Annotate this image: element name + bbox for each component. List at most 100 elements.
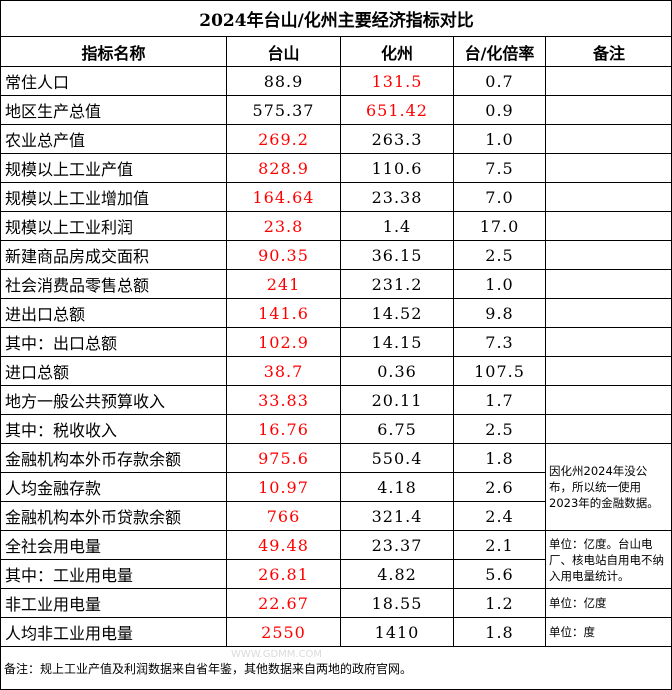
indicator-name: 进出口总额 <box>1 298 227 328</box>
taishan-value: 22.67 <box>226 588 341 618</box>
table-row: 其中：工业用电量 26.81 4.82 5.6 <box>1 559 671 589</box>
ratio-value: 2.5 <box>453 414 546 444</box>
header-row: 指标名称 台山 化州 台/化倍率 备注 <box>1 36 671 67</box>
huazhou-value: 20.11 <box>340 385 454 415</box>
huazhou-value: 550.4 <box>340 443 454 473</box>
indicator-name: 全社会用电量 <box>1 530 227 560</box>
taishan-value: 16.76 <box>226 414 341 444</box>
taishan-value: 766 <box>226 501 341 531</box>
huazhou-value: 1410 <box>340 617 454 647</box>
ratio-value: 2.4 <box>453 501 546 531</box>
indicator-name: 地区生产总值 <box>1 95 227 125</box>
ratio-value: 2.6 <box>453 472 546 502</box>
huazhou-value: 231.2 <box>340 269 454 299</box>
indicator-name: 规模以上工业增加值 <box>1 182 227 212</box>
taishan-value: 26.81 <box>226 559 341 589</box>
huazhou-value: 4.82 <box>340 559 454 589</box>
note-cell: 单位：度 <box>544 617 671 647</box>
ratio-value: 107.5 <box>453 356 546 386</box>
ratio-value: 5.6 <box>453 559 546 589</box>
table-row: 其中：出口总额 102.9 14.15 7.3 <box>1 327 671 357</box>
indicator-name: 进口总额 <box>1 356 227 386</box>
table-row: 进出口总额 141.6 14.52 9.8 <box>1 298 671 328</box>
indicator-name: 新建商品房成交面积 <box>1 240 227 270</box>
huazhou-value: 1.4 <box>340 211 454 241</box>
note-cell-empty <box>544 414 671 444</box>
note-cell-empty <box>544 95 671 125</box>
watermark: WWW.GDMM.COM <box>231 649 323 660</box>
note-cell-empty <box>544 153 671 183</box>
note-cell: 单位：亿度 <box>544 588 671 618</box>
ratio-value: 2.1 <box>453 530 546 560</box>
taishan-value: 33.83 <box>226 385 341 415</box>
ratio-value: 7.5 <box>453 153 546 183</box>
taishan-value: 241 <box>226 269 341 299</box>
indicator-name: 非工业用电量 <box>1 588 227 618</box>
note-cell: 单位：亿度。台山电厂、核电站自用电不纳入用电量统计。 <box>544 530 671 589</box>
taishan-value: 575.37 <box>226 95 341 125</box>
header-huazhou: 化州 <box>340 36 454 67</box>
indicator-name: 人均金融存款 <box>1 472 227 502</box>
huazhou-value: 36.15 <box>340 240 454 270</box>
table-row: 人均非工业用电量 2550 1410 1.8 单位：度 <box>1 617 671 647</box>
note-cell-empty <box>544 356 671 386</box>
ratio-value: 1.0 <box>453 124 546 154</box>
indicator-name: 金融机构本外币存款余额 <box>1 443 227 473</box>
huazhou-value: 651.42 <box>340 95 454 125</box>
taishan-value: 10.97 <box>226 472 341 502</box>
huazhou-value: 18.55 <box>340 588 454 618</box>
ratio-value: 1.8 <box>453 617 546 647</box>
huazhou-value: 0.36 <box>340 356 454 386</box>
taishan-value: 828.9 <box>226 153 341 183</box>
ratio-value: 9.8 <box>453 298 546 328</box>
table-row: 常住人口 88.9 131.5 0.7 <box>1 66 671 96</box>
indicator-name: 金融机构本外币贷款余额 <box>1 501 227 531</box>
table-row: 规模以上工业利润 23.8 1.4 17.0 <box>1 211 671 241</box>
huazhou-value: 23.38 <box>340 182 454 212</box>
note-cell-empty <box>544 240 671 270</box>
header-taishan: 台山 <box>226 36 341 67</box>
ratio-value: 1.2 <box>453 588 546 618</box>
table-row: 地方一般公共预算收入 33.83 20.11 1.7 <box>1 385 671 415</box>
indicator-name: 农业总产值 <box>1 124 227 154</box>
ratio-value: 7.3 <box>453 327 546 357</box>
header-notes: 备注 <box>544 36 671 67</box>
ratio-value: 1.8 <box>453 443 546 473</box>
taishan-value: 2550 <box>226 617 341 647</box>
indicator-name: 社会消费品零售总额 <box>1 269 227 299</box>
ratio-value: 1.7 <box>453 385 546 415</box>
taishan-value: 164.64 <box>226 182 341 212</box>
indicator-name: 规模以上工业利润 <box>1 211 227 241</box>
ratio-value: 2.5 <box>453 240 546 270</box>
huazhou-value: 23.37 <box>340 530 454 560</box>
ratio-value: 17.0 <box>453 211 546 241</box>
huazhou-value: 14.15 <box>340 327 454 357</box>
indicator-name: 规模以上工业产值 <box>1 153 227 183</box>
table-row: 规模以上工业增加值 164.64 23.38 7.0 <box>1 182 671 212</box>
table-row: 非工业用电量 22.67 18.55 1.2 单位：亿度 <box>1 588 671 618</box>
note-cell-empty <box>544 182 671 212</box>
huazhou-value: 4.18 <box>340 472 454 502</box>
table-row: 新建商品房成交面积 90.35 36.15 2.5 <box>1 240 671 270</box>
ratio-value: 1.0 <box>453 269 546 299</box>
ratio-value: 0.7 <box>453 66 546 96</box>
table-row: 社会消费品零售总额 241 231.2 1.0 <box>1 269 671 299</box>
huazhou-value: 131.5 <box>340 66 454 96</box>
huazhou-value: 321.4 <box>340 501 454 531</box>
table-row: 农业总产值 269.2 263.3 1.0 <box>1 124 671 154</box>
indicator-name: 地方一般公共预算收入 <box>1 385 227 415</box>
table-row: 地区生产总值 575.37 651.42 0.9 <box>1 95 671 125</box>
table-row: 规模以上工业产值 828.9 110.6 7.5 <box>1 153 671 183</box>
huazhou-value: 6.75 <box>340 414 454 444</box>
ratio-value: 7.0 <box>453 182 546 212</box>
header-indicator: 指标名称 <box>1 36 227 67</box>
taishan-value: 23.8 <box>226 211 341 241</box>
indicator-name: 常住人口 <box>1 66 227 96</box>
indicator-name: 其中：工业用电量 <box>1 559 227 589</box>
note-cell-empty <box>544 269 671 299</box>
huazhou-value: 263.3 <box>340 124 454 154</box>
ratio-value: 0.9 <box>453 95 546 125</box>
taishan-value: 49.48 <box>226 530 341 560</box>
